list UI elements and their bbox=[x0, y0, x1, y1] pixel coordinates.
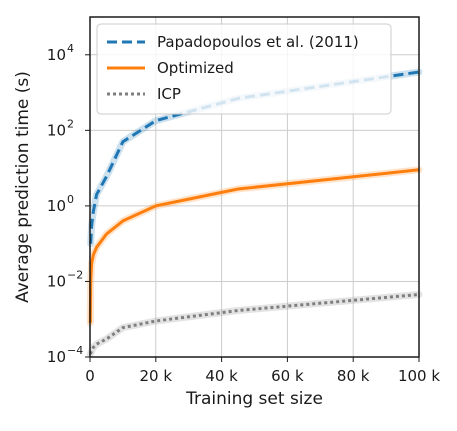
y-tick-exponent: 0 bbox=[67, 193, 74, 206]
y-tick-exponent: −4 bbox=[67, 344, 83, 357]
y-tick-base: 10 bbox=[47, 272, 66, 290]
x-tick-label: 80 k bbox=[337, 367, 370, 385]
x-tick-label: 40 k bbox=[205, 367, 238, 385]
x-tick-label: 100 k bbox=[398, 367, 440, 385]
y-tick-exponent: 2 bbox=[67, 117, 74, 130]
legend-label-0: Papadopoulos et al. (2011) bbox=[157, 33, 359, 51]
y-tick-label: 10 −4 bbox=[47, 344, 83, 366]
x-tick-label: 60 k bbox=[271, 367, 304, 385]
y-tick-exponent: −2 bbox=[67, 268, 83, 281]
plot-frame bbox=[89, 16, 420, 358]
legend-label-2: ICP bbox=[157, 85, 181, 103]
y-tick-label: 10 2 bbox=[47, 117, 74, 139]
legend-box bbox=[96, 23, 392, 115]
series-line-1 bbox=[88, 168, 420, 323]
legend-label-1: Optimized bbox=[157, 59, 234, 77]
y-tick-label: 10 4 bbox=[47, 42, 74, 64]
x-axis-title: Training set size bbox=[185, 389, 323, 409]
y-tick-base: 10 bbox=[47, 121, 66, 139]
y-tick-exponent: 4 bbox=[67, 42, 74, 55]
x-tick-label: 0 bbox=[85, 367, 95, 385]
y-tick-base: 10 bbox=[47, 197, 66, 215]
y-axis-title: Average prediction time (s) bbox=[13, 71, 33, 303]
y-tick-label: 10 0 bbox=[47, 193, 74, 215]
series-line-2 bbox=[88, 293, 420, 355]
y-tick-label: 10 −2 bbox=[47, 268, 83, 290]
legend: Papadopoulos et al. (2011) Optimized ICP bbox=[96, 23, 392, 115]
y-tick-base: 10 bbox=[47, 348, 66, 366]
y-tick-base: 10 bbox=[47, 46, 66, 64]
x-tick-label: 20 k bbox=[140, 367, 173, 385]
